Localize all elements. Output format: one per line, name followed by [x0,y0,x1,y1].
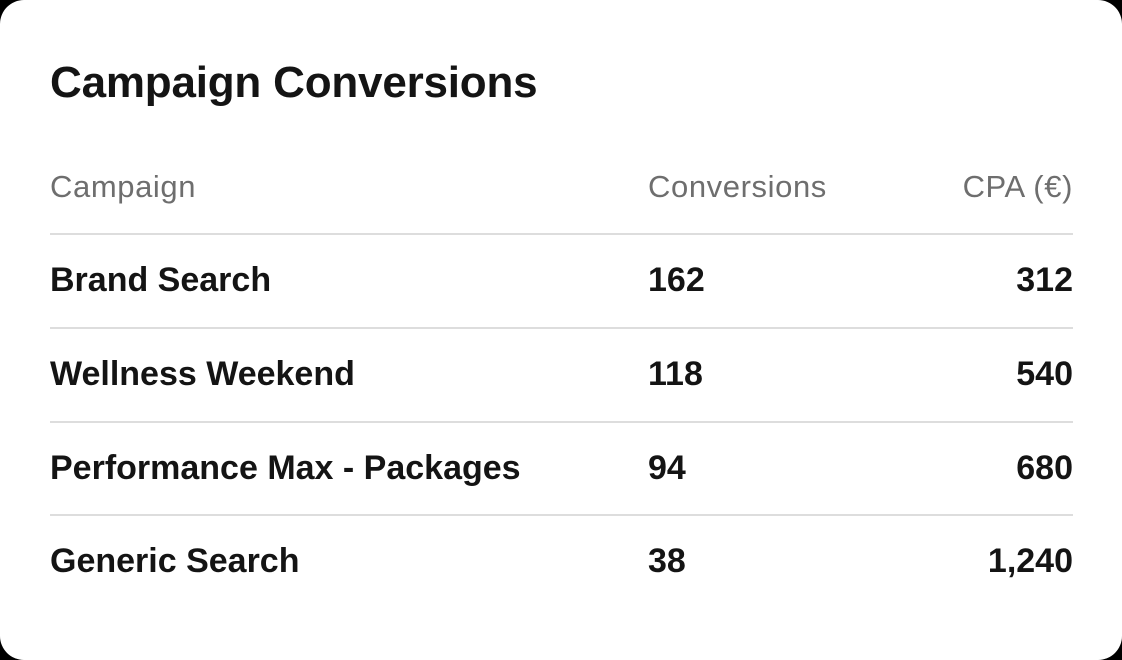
campaign-conversions-table: Campaign Conversions CPA (€) Brand Searc… [50,167,1073,608]
table-row: Brand Search 162 312 [50,233,1073,329]
table-row: Wellness Weekend 118 540 [50,327,1073,423]
cell-conversions: 38 [648,542,686,581]
table-row: Performance Max - Packages 94 680 [50,421,1073,517]
cell-campaign: Brand Search [50,233,648,329]
cell-conversions: 94 [648,421,873,517]
column-header-cpa: CPA (€) [873,167,1073,235]
cell-cpa: 312 [873,233,1073,329]
cell-conversions: 162 [648,233,873,329]
cell-campaign: Wellness Weekend [50,327,648,423]
column-header-conversions: Conversions [648,167,873,235]
card-title: Campaign Conversions [50,58,538,107]
header-row: Campaign Conversions CPA (€) [50,167,1073,235]
cell-cpa: 540 [873,327,1073,423]
column-header-campaign: Campaign [50,167,648,235]
table-body: Brand Search 162 312 Wellness Weekend 11… [50,233,1073,608]
cell-campaign: Generic Search [50,542,300,581]
cell-cpa: 680 [873,421,1073,517]
cell-conversions: 118 [648,327,873,423]
table-header: Campaign Conversions CPA (€) [50,167,1073,235]
cell-campaign: Performance Max - Packages [50,421,648,517]
table-row: Generic Search 38 1,240 [50,515,1073,608]
cell-cpa: 1,240 [987,542,1073,581]
